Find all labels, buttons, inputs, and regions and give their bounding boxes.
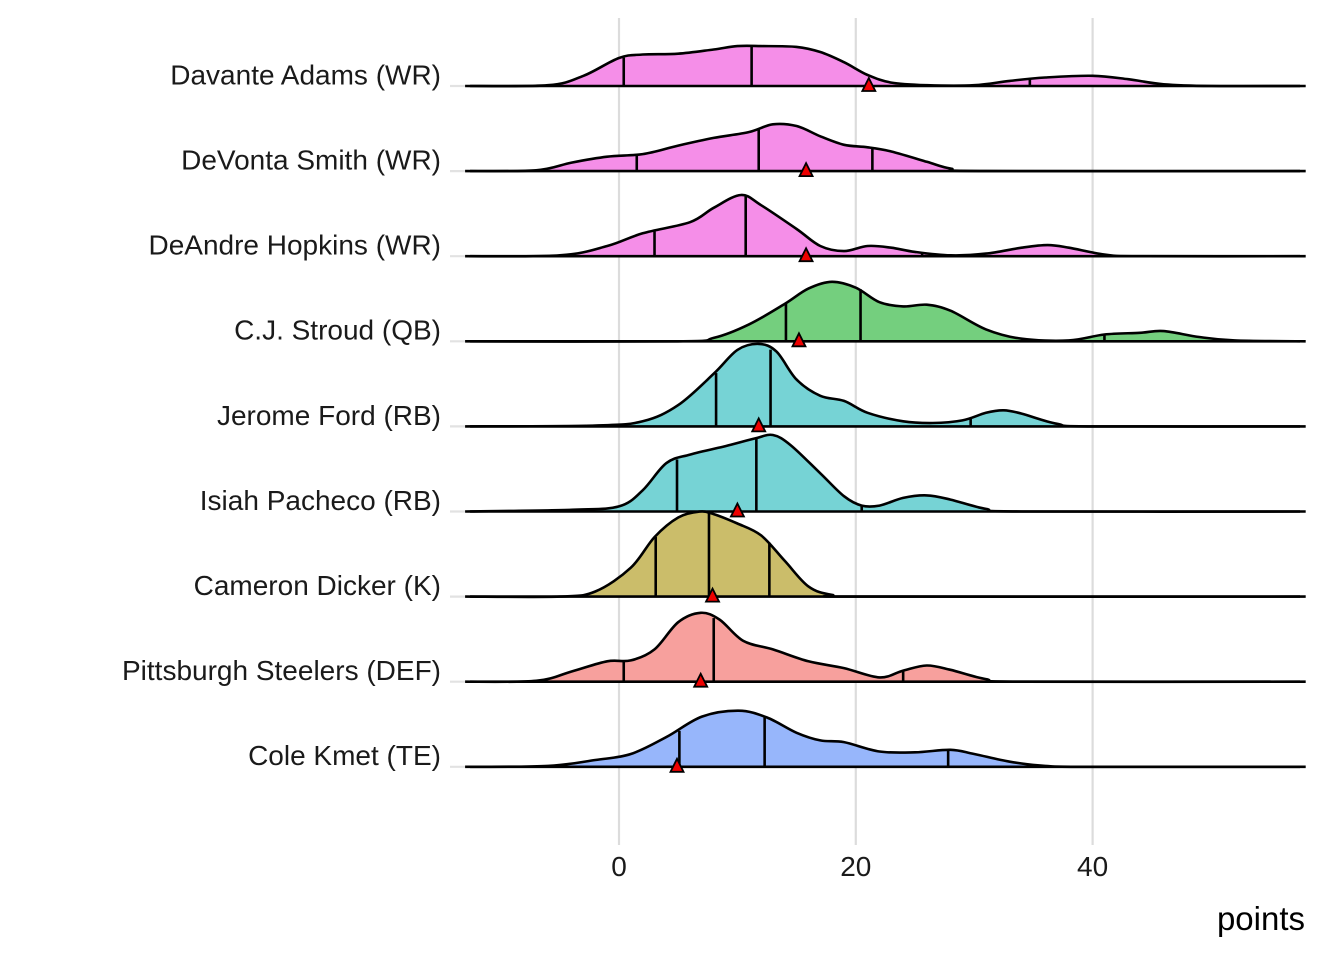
density-outline bbox=[465, 122, 1306, 173]
x-axis-title: points bbox=[1217, 900, 1305, 937]
projection-marker bbox=[791, 331, 807, 348]
ridge-deandre-hopkins-wr bbox=[465, 193, 1306, 263]
y-axis-label: C.J. Stroud (QB) bbox=[234, 315, 441, 346]
y-axis-label: Davante Adams (WR) bbox=[170, 59, 441, 90]
y-axis-label: DeAndre Hopkins (WR) bbox=[148, 230, 441, 261]
projection-marker bbox=[750, 416, 767, 433]
ridge-jerome-ford-rb bbox=[465, 342, 1306, 433]
ridge-pittsburgh-steelers-def bbox=[465, 611, 1306, 688]
projection-marker bbox=[704, 586, 721, 603]
density-outline bbox=[465, 280, 1306, 343]
density-area bbox=[465, 123, 1306, 172]
ridge-cole-kmet-te bbox=[465, 709, 1306, 773]
gridlines bbox=[450, 18, 1305, 845]
projection-marker bbox=[692, 671, 709, 688]
x-tick-label: 20 bbox=[840, 851, 871, 882]
density-outline bbox=[465, 510, 1306, 599]
y-axis-label: Cole Kmet (TE) bbox=[248, 740, 441, 771]
projection-marker bbox=[860, 75, 877, 92]
density-area bbox=[465, 710, 1306, 767]
ridge-cameron-dicker-k bbox=[465, 510, 1306, 603]
ridge-isiah-pacheco-rb bbox=[465, 433, 1306, 518]
projection-marker bbox=[729, 501, 746, 518]
density-outline bbox=[465, 44, 1306, 88]
density-area bbox=[465, 281, 1306, 342]
projection-marker bbox=[798, 246, 815, 263]
density-area bbox=[465, 511, 1306, 597]
density-area bbox=[465, 434, 1306, 512]
density-outline bbox=[465, 193, 1306, 258]
y-axis-label: Jerome Ford (RB) bbox=[217, 400, 441, 431]
x-axis: 0 20 40 bbox=[611, 851, 1108, 882]
projection-marker bbox=[669, 756, 685, 773]
y-axis-label: Pittsburgh Steelers (DEF) bbox=[122, 655, 441, 686]
density-outline bbox=[465, 709, 1306, 769]
density-area bbox=[465, 612, 1306, 682]
y-axis-label: Cameron Dicker (K) bbox=[194, 570, 441, 601]
y-axis-label: DeVonta Smith (WR) bbox=[181, 144, 441, 175]
ridge-davante-adams-wr bbox=[465, 44, 1306, 92]
x-tick-label: 40 bbox=[1077, 851, 1108, 882]
projection-marker bbox=[798, 161, 815, 177]
ridge-devonta-smith-wr bbox=[465, 122, 1306, 177]
y-axis-labels: Davante Adams (WR) DeVonta Smith (WR) DeAn… bbox=[122, 59, 441, 771]
density-area bbox=[465, 194, 1306, 257]
density-outline bbox=[465, 433, 1306, 513]
ridge-c-j-stroud-qb bbox=[465, 280, 1306, 348]
density-outline bbox=[465, 342, 1306, 428]
x-tick-label: 0 bbox=[611, 851, 627, 882]
y-axis-label: Isiah Pacheco (RB) bbox=[200, 485, 441, 516]
density-area bbox=[465, 343, 1306, 427]
ridges bbox=[465, 44, 1306, 773]
density-outline bbox=[465, 611, 1306, 684]
